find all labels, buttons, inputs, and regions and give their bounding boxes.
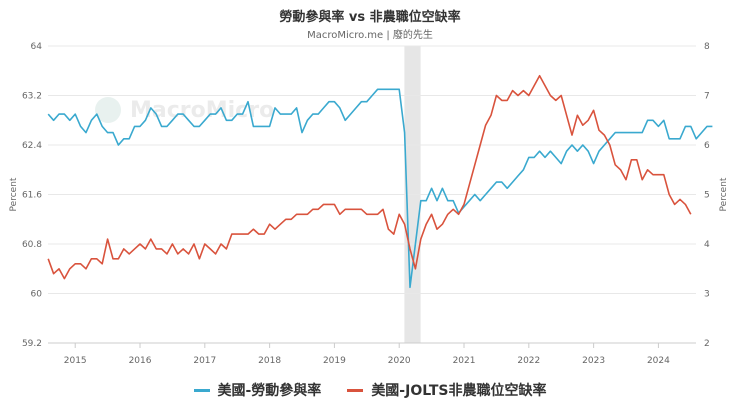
x-tick-label: 2018 <box>258 356 281 366</box>
y-right-tick-label: 6 <box>704 141 710 151</box>
x-tick-label: 2019 <box>323 356 346 366</box>
legend-item-participation[interactable]: 美國-勞動參與率 <box>193 380 322 400</box>
series-line-job-openings <box>47 74 692 280</box>
y-left-tick-label: 61.6 <box>22 191 42 201</box>
x-tick-label: 2015 <box>64 356 87 366</box>
y-left-tick-label: 60 <box>31 290 43 300</box>
y-left-tick-label: 64 <box>31 42 43 52</box>
watermark-logo-icon <box>95 97 121 123</box>
y-left-tick-label: 59.2 <box>22 339 42 349</box>
y-right-tick-label: 7 <box>704 92 710 102</box>
y-left-tick-label: 62.4 <box>22 141 42 151</box>
y-left-axis-title: Percent <box>9 177 19 211</box>
legend-swatch-job-openings <box>347 388 364 392</box>
x-tick-label: 2020 <box>388 356 411 366</box>
legend-swatch-participation <box>193 388 210 392</box>
x-tick-label: 2016 <box>129 356 152 366</box>
x-tick-label: 2023 <box>582 356 605 366</box>
series-line-participation <box>47 88 713 289</box>
y-left-tick-label: 60.8 <box>22 240 42 250</box>
x-tick-label: 2021 <box>453 356 476 366</box>
y-right-tick-label: 8 <box>704 42 710 52</box>
x-tick-label: 2017 <box>193 356 216 366</box>
y-right-tick-label: 2 <box>704 339 710 349</box>
legend-label-participation: 美國-勞動參與率 <box>217 383 322 399</box>
y-right-axis-title: Percent <box>719 177 729 211</box>
y-right-tick-label: 5 <box>704 191 710 201</box>
legend-label-job-openings: 美國-JOLTS非農職位空缺率 <box>371 383 547 399</box>
y-left-tick-label: 63.2 <box>22 92 42 102</box>
x-tick-label: 2022 <box>517 356 540 366</box>
y-right-tick-label: 3 <box>704 290 710 300</box>
chart-legend: 美國-勞動參與率 美國-JOLTS非農職位空缺率 <box>0 380 740 400</box>
chart-subtitle: MacroMicro.me | 廢的先生 <box>307 30 433 41</box>
x-tick-label: 2024 <box>647 356 670 366</box>
legend-item-job-openings[interactable]: 美國-JOLTS非農職位空缺率 <box>347 380 546 400</box>
y-right-tick-label: 4 <box>704 240 710 250</box>
chart-title: 勞動參與率 vs 非農職位空缺率 <box>279 10 461 25</box>
